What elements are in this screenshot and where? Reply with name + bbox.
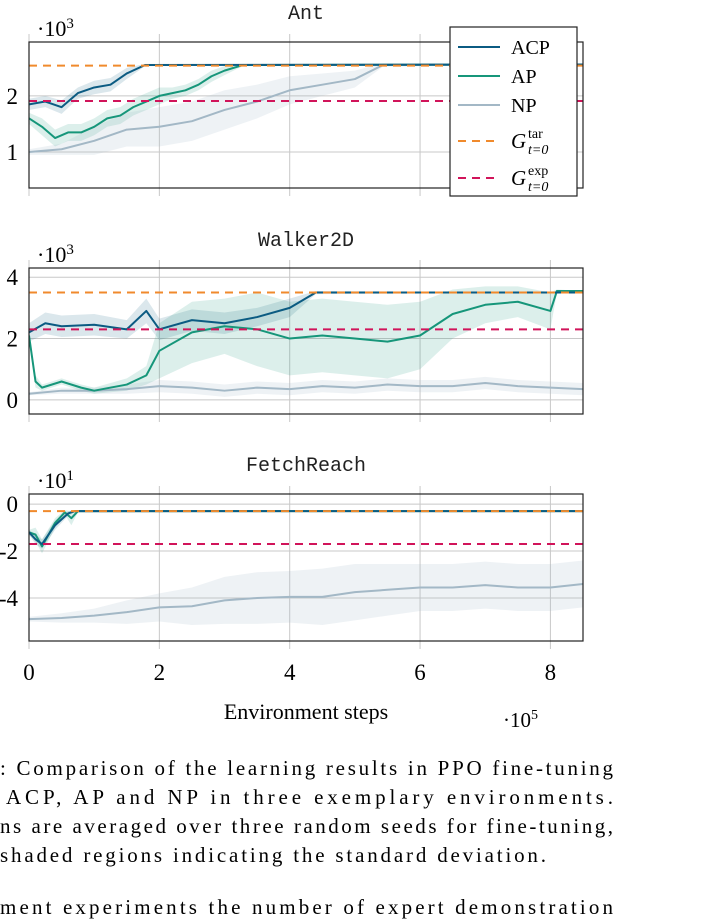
- series-line-ap: [29, 63, 583, 140]
- std-band-acp: [29, 291, 583, 342]
- series-line-acp: [29, 63, 583, 109]
- x-tick-label: 6: [414, 660, 426, 685]
- x-tick-label: 8: [545, 660, 557, 685]
- legend-entry-acp: ACP: [458, 37, 550, 59]
- legend-label-superscript: tar: [528, 127, 543, 142]
- x-tick-label: 2: [154, 660, 166, 685]
- panel-title: Ant: [288, 3, 324, 26]
- caption-line-4: shaded regions indicating the standard d…: [0, 843, 546, 867]
- y-tick-label: -4: [0, 586, 18, 611]
- std-band-np: [29, 560, 583, 626]
- caption: : Comparison of the learning results in …: [0, 756, 614, 919]
- panel-ant: Ant ·103 1 2: [7, 3, 584, 196]
- x-tick-label: 0: [23, 660, 35, 685]
- legend-label-subscript: t=0: [528, 180, 548, 195]
- legend-label: G: [511, 129, 526, 153]
- series-line-ap: [29, 510, 583, 548]
- y-tick-label: 2: [7, 84, 19, 109]
- x-axis-label: Environment steps: [224, 699, 388, 724]
- legend-label: NP: [511, 95, 537, 117]
- y-tick-label: 0: [7, 388, 19, 413]
- y-multiplier: ·103: [37, 16, 74, 41]
- legend-label: AP: [511, 66, 537, 88]
- std-band-ap: [29, 509, 583, 554]
- plot-frame: [28, 41, 584, 189]
- legend-entry-np: NP: [458, 95, 537, 117]
- series-line-np: [29, 382, 583, 395]
- legend-label: G: [511, 166, 526, 190]
- caption-line-1: : Comparison of the learning results in …: [0, 756, 614, 780]
- series-line-acp: [29, 510, 583, 546]
- panel-walker2d: Walker2D ·103 0 2 4: [7, 230, 584, 422]
- y-multiplier: ·101: [37, 468, 74, 493]
- std-band-np: [29, 63, 583, 155]
- y-tick-label: 1: [7, 140, 19, 165]
- legend-label: ACP: [511, 37, 550, 59]
- panel-title: Walker2D: [258, 230, 354, 253]
- panel-title: FetchReach: [246, 455, 366, 478]
- legend-label-superscript: exp: [528, 164, 548, 179]
- next-paragraph-line: ment experiments the number of expert de…: [0, 895, 614, 919]
- caption-line-3: ns are averaged over three random seeds …: [0, 814, 613, 838]
- std-band-acp: [29, 509, 583, 549]
- legend-box: [449, 26, 578, 197]
- y-tick-label: 0: [7, 492, 19, 517]
- legend-entry-ap: AP: [458, 66, 537, 88]
- y-tick-label: 2: [7, 327, 19, 352]
- y-multiplier: ·103: [37, 242, 74, 267]
- x-multiplier: ·105: [503, 708, 538, 732]
- y-tick-label: 4: [7, 265, 19, 290]
- series-line-np: [29, 582, 583, 621]
- y-tick-label: -2: [0, 539, 18, 564]
- x-tick-label: 4: [284, 660, 296, 685]
- caption-line-2: ACP, AP and NP in three exemplary enviro…: [6, 785, 613, 809]
- plot-frame: [28, 267, 584, 415]
- panel-fetchreach: FetchReach ·101 -4 -2 0: [0, 455, 584, 649]
- series-line-np: [29, 63, 583, 154]
- plot-frame: [28, 493, 584, 642]
- legend-label-subscript: t=0: [528, 143, 548, 158]
- std-band-ap: [29, 286, 583, 394]
